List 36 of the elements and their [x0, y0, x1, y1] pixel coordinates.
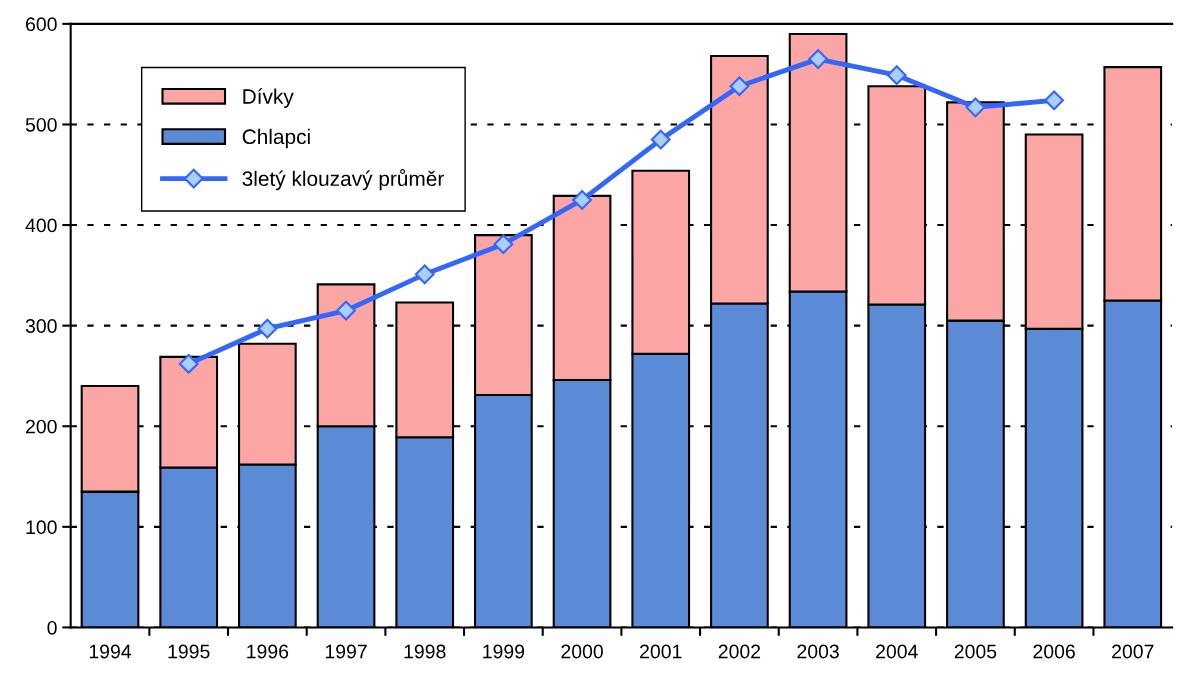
y-tick-label: 500: [25, 117, 57, 132]
x-tick-label: 1999: [483, 644, 525, 659]
legend-label: Dívky: [243, 88, 294, 108]
point: [572, 190, 592, 210]
x-tick-label: 2002: [718, 644, 761, 659]
point: [886, 65, 907, 86]
y-tick-label: 600: [26, 17, 57, 32]
point: [257, 318, 278, 339]
x-tick-label: 2006: [1033, 644, 1075, 659]
x-tick-label: 2007: [1112, 644, 1154, 659]
point: [808, 49, 828, 69]
legend-label: 3letý klouzavý průměr: [242, 169, 444, 191]
point: [178, 354, 199, 374]
x-tick-label: 1994: [89, 644, 132, 659]
x-tick-label: 1997: [325, 644, 367, 659]
x-tick-label: 1996: [247, 644, 289, 659]
legend-label: Chlapci: [242, 128, 310, 149]
y-tick-label: 0: [47, 620, 57, 635]
point: [729, 76, 750, 97]
x-tick-label: 2003: [797, 644, 839, 659]
x-tick-label: 1995: [168, 644, 210, 659]
y-tick-label: 400: [25, 218, 57, 233]
x-tick-label: 1998: [404, 644, 446, 659]
y-tick-label: 100: [26, 520, 57, 535]
point: [650, 129, 671, 150]
point: [336, 300, 356, 321]
point: [493, 234, 514, 255]
x-tick-label: 2004: [876, 644, 918, 659]
x-tick-label: 2001: [640, 644, 682, 659]
y-tick-label: 200: [26, 419, 57, 434]
x-tick-label: 2000: [561, 644, 603, 659]
point: [1044, 90, 1064, 111]
x-tick-label: 2005: [954, 644, 997, 659]
point: [414, 264, 435, 285]
point: [965, 97, 986, 118]
y-tick-label: 300: [25, 319, 57, 333]
